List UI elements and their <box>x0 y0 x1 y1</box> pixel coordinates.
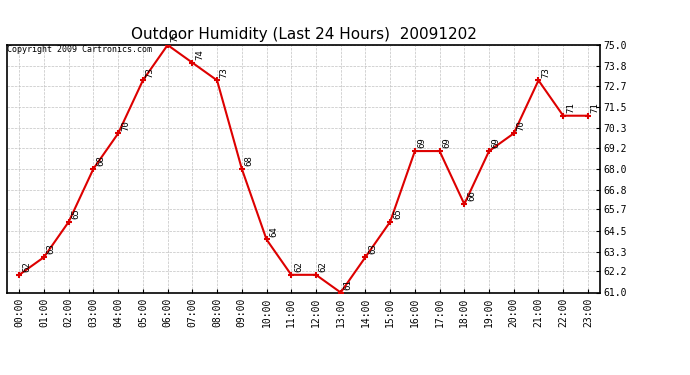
Text: 71: 71 <box>591 102 600 113</box>
Text: 68: 68 <box>96 155 105 166</box>
Text: 69: 69 <box>442 138 451 148</box>
Text: 64: 64 <box>269 226 278 237</box>
Text: 73: 73 <box>541 67 550 78</box>
Text: 75: 75 <box>170 32 179 42</box>
Text: 70: 70 <box>121 120 130 130</box>
Text: 68: 68 <box>244 155 253 166</box>
Text: 62: 62 <box>294 261 303 272</box>
Text: 73: 73 <box>220 67 229 78</box>
Text: 62: 62 <box>22 261 31 272</box>
Text: 73: 73 <box>146 67 155 78</box>
Text: 70: 70 <box>517 120 526 130</box>
Text: 74: 74 <box>195 49 204 60</box>
Text: 65: 65 <box>393 208 402 219</box>
Text: 66: 66 <box>467 190 476 201</box>
Text: 69: 69 <box>417 138 426 148</box>
Text: 62: 62 <box>319 261 328 272</box>
Text: 63: 63 <box>47 244 56 254</box>
Text: 69: 69 <box>492 138 501 148</box>
Text: Copyright 2009 Cartronics.com: Copyright 2009 Cartronics.com <box>7 45 152 54</box>
Text: 71: 71 <box>566 102 575 113</box>
Title: Outdoor Humidity (Last 24 Hours)  20091202: Outdoor Humidity (Last 24 Hours) 2009120… <box>130 27 477 42</box>
Text: 63: 63 <box>368 244 377 254</box>
Text: 65: 65 <box>72 208 81 219</box>
Text: 61: 61 <box>344 279 353 290</box>
